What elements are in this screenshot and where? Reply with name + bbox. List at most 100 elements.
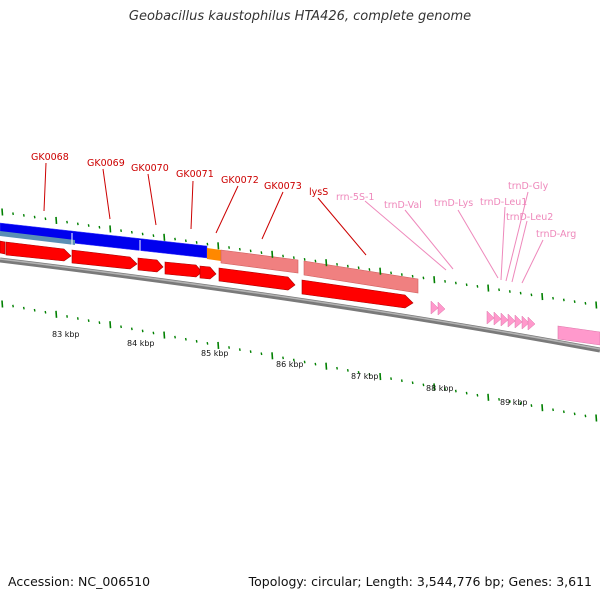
cds-arrow[interactable] [164, 261, 203, 278]
cds-arrow[interactable] [199, 265, 217, 280]
minor-tick [44, 310, 47, 314]
minor-tick [400, 379, 403, 383]
minor-tick [422, 276, 425, 280]
minor-tick [260, 352, 263, 356]
major-tick [1, 300, 4, 308]
trna-arrow[interactable] [437, 301, 446, 316]
minor-tick [141, 329, 144, 333]
gene-label-trnD-Lys[interactable]: trnD-Lys [434, 198, 473, 209]
minor-tick [174, 335, 176, 339]
minor-tick [519, 402, 522, 405]
trna-arrow[interactable] [521, 315, 530, 330]
feature-rrn-5S-1[interactable] [557, 325, 600, 346]
trna-arrow[interactable] [527, 316, 536, 331]
minor-tick [98, 321, 101, 325]
trna-arrow[interactable] [507, 313, 516, 328]
minor-tick [422, 383, 425, 387]
cds-arrow[interactable] [218, 267, 296, 291]
minor-tick [130, 230, 133, 234]
gene-label-rrn-5S-1[interactable]: rrn-5S-1 [336, 192, 374, 203]
major-tick [109, 321, 112, 329]
gene-label-gk0073[interactable]: GK0073 [264, 181, 302, 192]
major-tick [271, 250, 274, 258]
cds-arrow[interactable] [0, 240, 6, 255]
gene-label-trnD-Leu2[interactable]: trnD-Leu2 [506, 212, 553, 223]
cds-arrow[interactable] [137, 257, 164, 273]
minor-tick [454, 389, 457, 393]
minor-tick [292, 256, 295, 260]
gene-label-gk0071[interactable]: GK0071 [176, 169, 214, 180]
cog-strip [0, 222, 221, 261]
minor-tick [465, 391, 468, 395]
minor-tick [346, 264, 349, 268]
gene-label-gk0068[interactable]: GK0068 [31, 152, 69, 163]
trna-arrow[interactable] [493, 311, 502, 326]
minor-tick [152, 234, 155, 238]
kbp-label: 83 kbp [52, 330, 80, 339]
kbp-label: 84 kbp [127, 339, 155, 348]
major-tick [595, 414, 598, 422]
accession-text: Accession: NC_006510 [8, 574, 151, 589]
trna-arrow[interactable] [514, 314, 523, 329]
genome-backbone-highlight [0, 258, 600, 350]
minor-tick [33, 308, 36, 312]
trna-arrow[interactable] [430, 300, 439, 315]
minor-tick [98, 225, 101, 229]
minor-tick [87, 224, 90, 227]
inner-tick-row [1, 300, 598, 422]
minor-tick [195, 241, 198, 244]
minor-tick [141, 232, 144, 236]
minor-tick [584, 414, 587, 418]
major-tick [541, 404, 544, 412]
major-tick [55, 310, 58, 318]
cog-block-orange [207, 248, 221, 261]
minor-tick [508, 290, 511, 293]
cds-arrow[interactable] [5, 241, 72, 262]
cds-arrow[interactable] [71, 249, 138, 270]
minor-tick [120, 229, 122, 232]
kbp-label: 88 kbp [426, 384, 454, 393]
gene-label-trnD-Leu1[interactable]: trnD-Leu1 [480, 197, 527, 208]
minor-tick [314, 259, 317, 263]
gene-label-lysS[interactable]: lysS [309, 187, 328, 198]
minor-tick [454, 281, 457, 285]
major-tick [487, 284, 490, 292]
minor-tick [184, 337, 187, 341]
minor-tick [562, 410, 565, 414]
minor-tick [76, 317, 79, 320]
gene-label-gk0069[interactable]: GK0069 [87, 158, 125, 169]
genome-stats-text: Topology: circular; Length: 3,544,776 bp… [248, 574, 592, 589]
minor-tick [260, 251, 263, 254]
minor-tick [562, 298, 565, 302]
minor-tick [411, 381, 414, 385]
minor-tick [390, 271, 392, 275]
minor-tick [508, 400, 511, 403]
rrna-features [220, 249, 600, 346]
gene-label-gk0072[interactable]: GK0072 [221, 175, 259, 186]
minor-tick [206, 341, 209, 345]
major-tick [55, 216, 58, 225]
minor-tick [12, 304, 14, 308]
minor-tick [530, 404, 533, 407]
gene-label-gk0070[interactable]: GK0070 [131, 163, 169, 174]
kbp-label: 86 kbp [276, 360, 304, 369]
trna-arrow[interactable] [500, 312, 509, 327]
minor-tick [87, 319, 90, 322]
major-tick [379, 372, 382, 381]
minor-tick [130, 327, 133, 331]
gene-label-trnD-Arg[interactable]: trnD-Arg [536, 229, 576, 240]
minor-tick [476, 285, 479, 288]
minor-tick [33, 215, 36, 219]
gene-label-trnD-Val[interactable]: trnD-Val [384, 200, 422, 211]
gene-label-trnD-Gly[interactable]: trnD-Gly [508, 181, 549, 192]
minor-tick [573, 412, 576, 416]
major-tick [217, 242, 220, 250]
minor-tick [22, 306, 25, 310]
minor-tick [314, 362, 317, 366]
minor-tick [498, 288, 500, 292]
minor-tick [76, 222, 79, 226]
trna-arrow[interactable] [486, 310, 495, 325]
cds-arrow[interactable] [301, 279, 414, 309]
minor-tick [368, 373, 371, 376]
